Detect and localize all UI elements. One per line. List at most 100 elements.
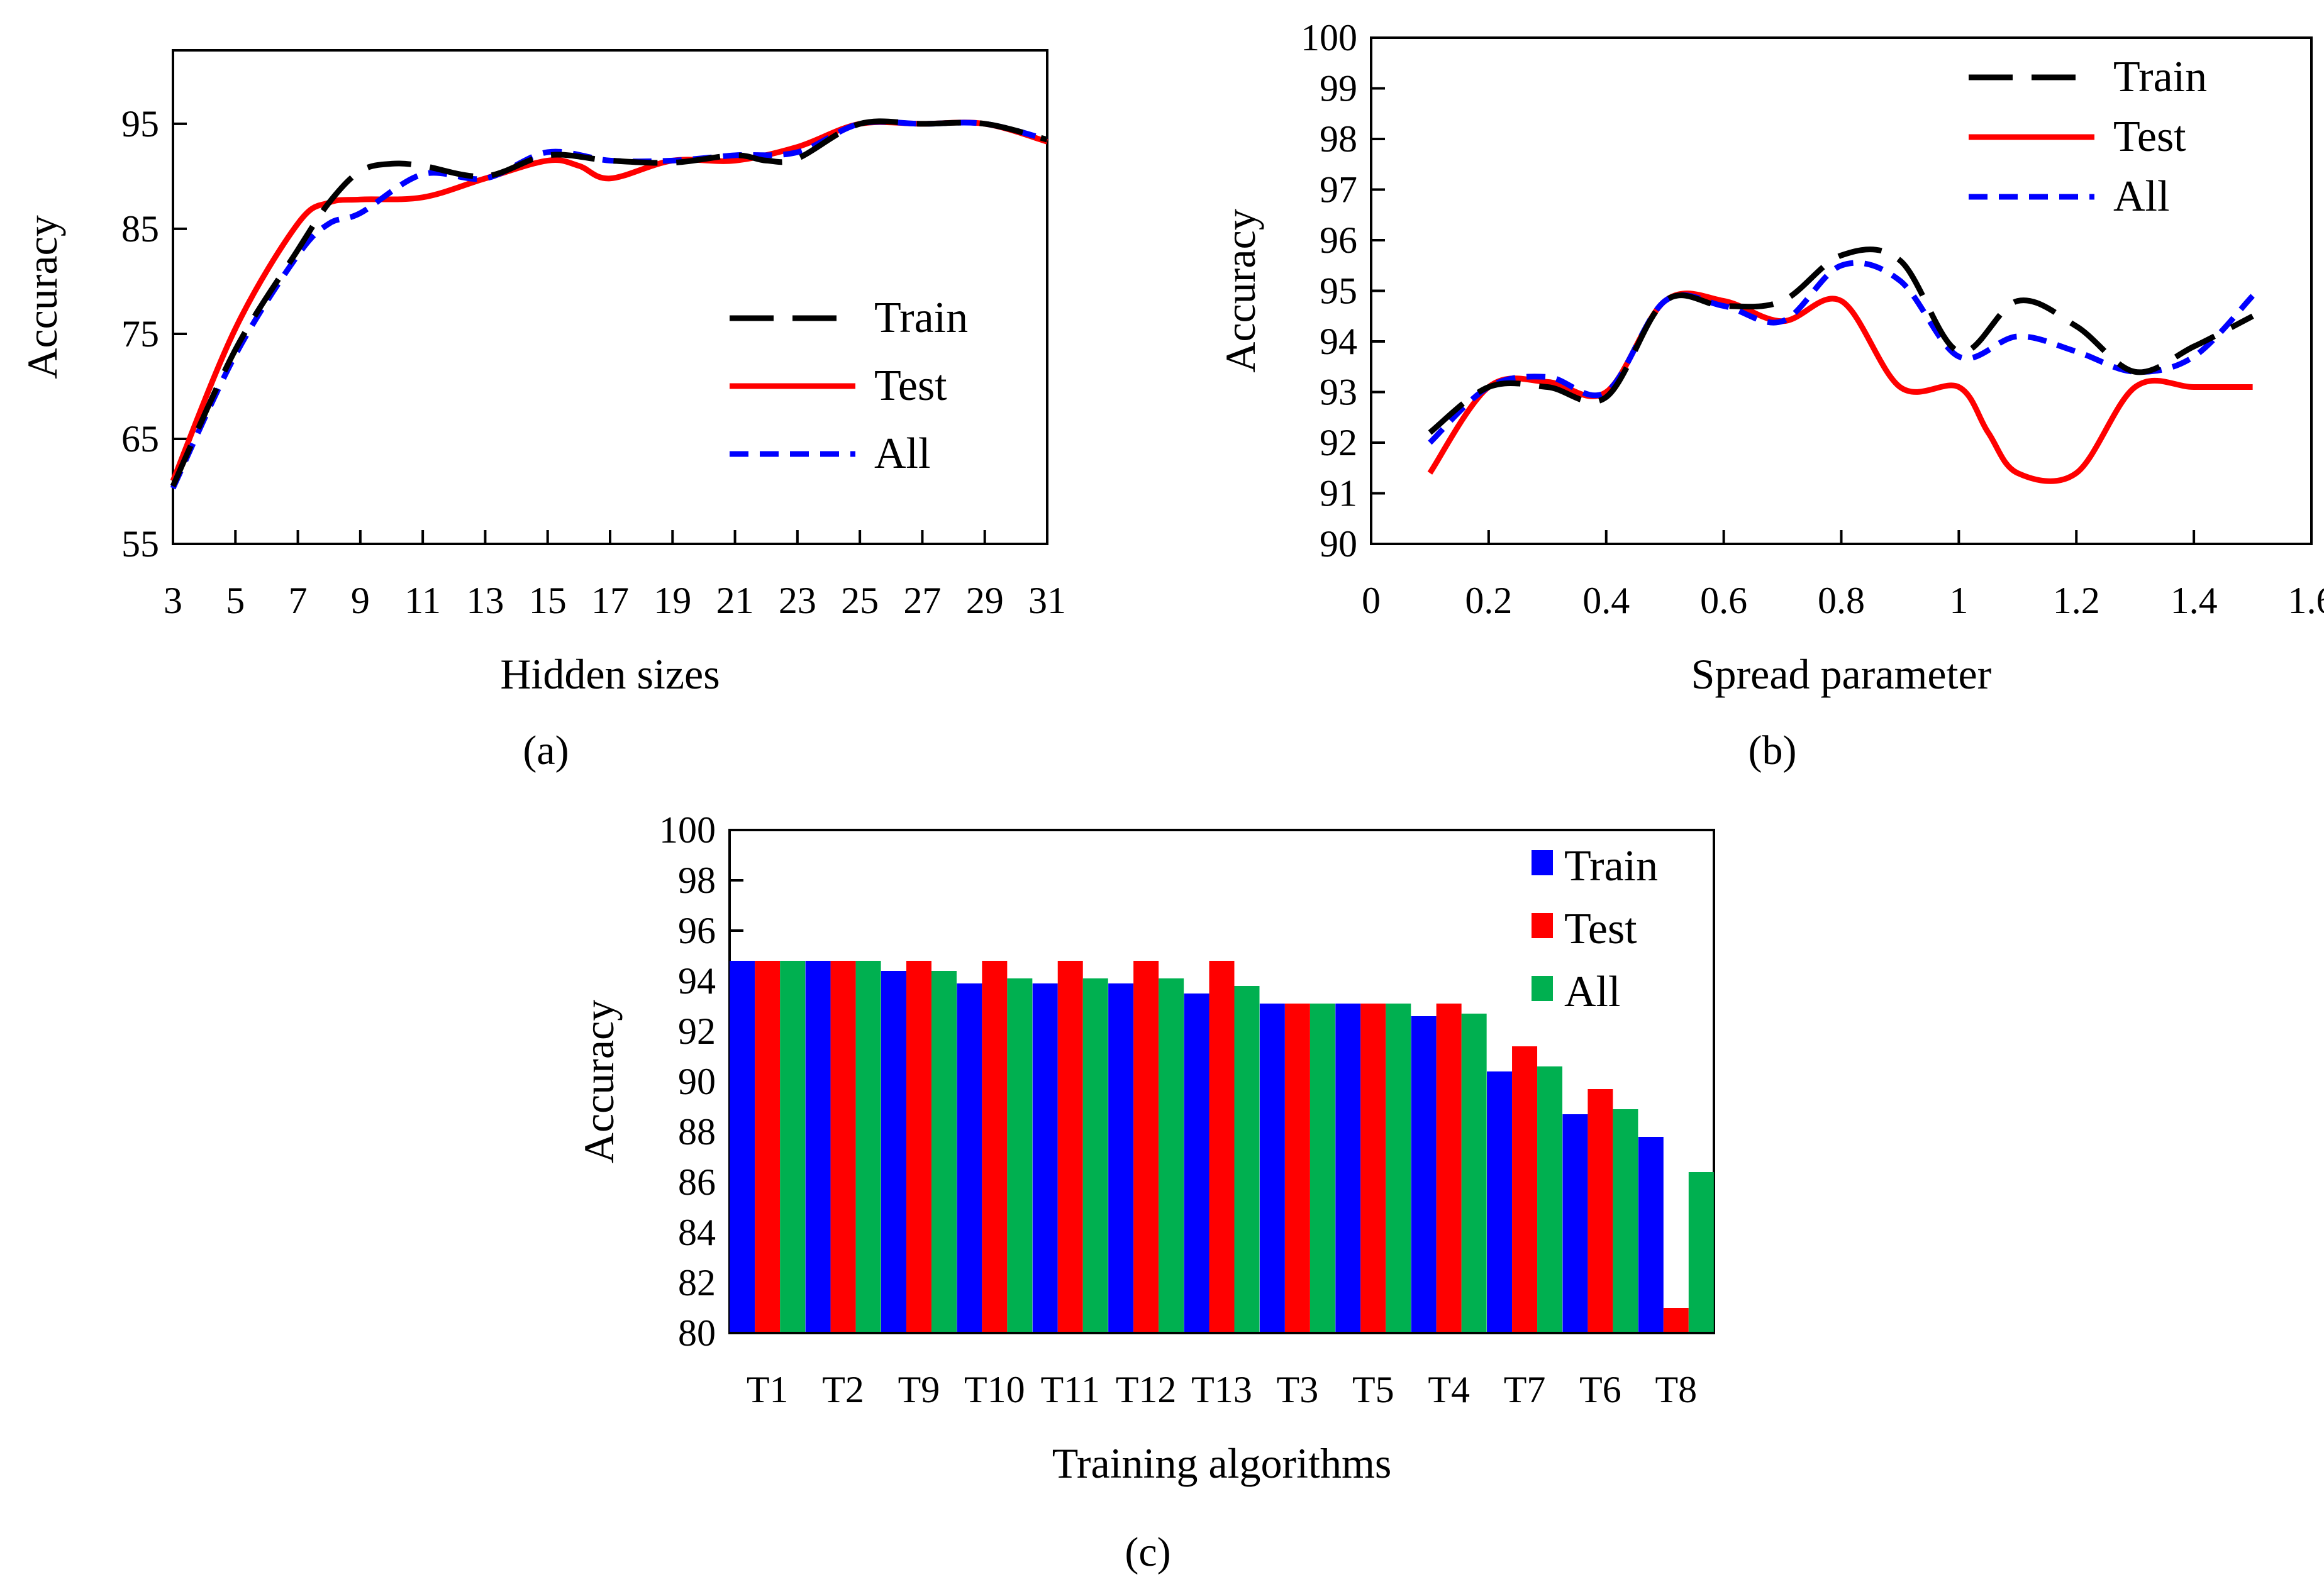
x-tick-label: T13 (1191, 1369, 1252, 1410)
x-tick-label: T2 (822, 1369, 864, 1410)
x-tick-label: T3 (1277, 1369, 1319, 1410)
y-tick-label: 96 (1320, 219, 1357, 261)
y-tick-label: 85 (121, 208, 159, 250)
y-tick-label: 90 (1320, 523, 1357, 565)
y-axis-title: Accuracy (18, 215, 66, 379)
x-tick-label: 17 (591, 580, 629, 621)
x-tick-label: T6 (1579, 1369, 1621, 1410)
bar-test-T5 (1360, 1004, 1386, 1333)
x-tick-label: T11 (1041, 1369, 1100, 1410)
legend-label-all: All (874, 429, 930, 478)
y-tick-label: 99 (1320, 68, 1357, 109)
y-tick-label: 92 (678, 1010, 716, 1052)
x-tick-label: 13 (466, 580, 504, 621)
y-tick-label: 84 (678, 1212, 716, 1253)
bar-train-T6 (1562, 1114, 1588, 1333)
x-tick-label: 27 (903, 580, 941, 621)
x-tick-label: 31 (1028, 580, 1066, 621)
bar-train-T12 (1108, 983, 1134, 1333)
x-tick-label: 11 (404, 580, 441, 621)
bar-test-T12 (1133, 961, 1159, 1333)
y-tick-label: 92 (1320, 422, 1357, 463)
y-tick-label: 95 (1320, 270, 1357, 312)
x-tick-label: T9 (898, 1369, 940, 1410)
y-tick-label: 93 (1320, 372, 1357, 413)
x-tick-label: T12 (1116, 1369, 1177, 1410)
x-tick-label: 21 (716, 580, 754, 621)
series-line-all (1428, 260, 2255, 445)
x-axis-title: Hidden sizes (500, 650, 720, 698)
bar-test-T9 (906, 961, 931, 1333)
x-tick-label: 9 (351, 580, 370, 621)
y-tick-label: 88 (678, 1111, 716, 1153)
bar-train-T2 (805, 961, 831, 1333)
x-tick-label: 1.4 (2171, 580, 2218, 621)
legend-label-test: Test (2113, 113, 2186, 161)
x-tick-label: 1.6 (2288, 580, 2324, 621)
y-axis-title: Accuracy (1216, 209, 1264, 372)
x-tick-label: 0.6 (1700, 580, 1747, 621)
bar-train-T5 (1335, 1004, 1361, 1333)
bar-test-T7 (1512, 1046, 1538, 1333)
bar-test-T3 (1284, 1004, 1310, 1333)
bar-test-T8 (1663, 1308, 1689, 1333)
y-axis-title: Accuracy (575, 1000, 623, 1163)
bar-train-T9 (881, 971, 906, 1333)
chart-a: 55 65 75 85 95 Accuracy Hidden sizes (a) 3 5 7 9 11 1… (18, 49, 1066, 773)
x-tick-label: 3 (164, 580, 182, 621)
x-tick-label: 7 (289, 580, 308, 621)
x-tick-label: T5 (1352, 1369, 1394, 1410)
bar-test-T4 (1436, 1004, 1462, 1333)
bar-all-T13 (1234, 986, 1260, 1333)
y-tick-label: 82 (678, 1262, 716, 1303)
bar-test-T10 (982, 961, 1008, 1333)
panel-caption: (b) (1749, 728, 1797, 773)
x-tick-label: 29 (966, 580, 1004, 621)
y-tick-label: 75 (121, 313, 159, 355)
bar-train-T8 (1638, 1137, 1664, 1333)
legend-label-train: Train (874, 294, 968, 342)
x-tick-label: 0.4 (1582, 580, 1630, 621)
x-tick-label: T10 (964, 1369, 1025, 1410)
series-line-test (1427, 291, 2253, 484)
x-tick-label: T8 (1655, 1369, 1697, 1410)
series-line-train (170, 118, 1048, 487)
bar-train-T10 (957, 983, 982, 1333)
y-tick-label: 94 (1320, 321, 1357, 362)
chart-b: 90 91 92 93 94 95 96 97 98 99 100 Accuracy Spread pa… (1216, 17, 2324, 773)
bar-test-T11 (1057, 961, 1083, 1333)
y-tick-label: 91 (1320, 473, 1357, 514)
legend-label-test: Test (1564, 905, 1637, 953)
bar-train-T1 (730, 961, 755, 1333)
bar-test-T2 (830, 961, 856, 1333)
panel-caption: (c) (1125, 1529, 1170, 1575)
legend: Train Test All (1969, 53, 2207, 221)
legend: Train Test All (1532, 842, 1658, 1016)
x-tick-label: T7 (1504, 1369, 1546, 1410)
x-tick-label: 0 (1362, 580, 1381, 621)
y-tick-label: 94 (678, 960, 716, 1002)
bar-all-T8 (1688, 1172, 1714, 1333)
bar-all-T2 (855, 961, 881, 1333)
legend-label-all: All (1564, 968, 1620, 1016)
x-axis-title: Training algorithms (1052, 1439, 1392, 1487)
x-tick-label: 0.2 (1465, 580, 1512, 621)
x-tick-label: 25 (841, 580, 879, 621)
x-tick-label: T1 (747, 1369, 789, 1410)
y-tick-label: 65 (121, 418, 159, 460)
x-tick-label: 0.8 (1818, 580, 1865, 621)
bar-train-T4 (1411, 1016, 1437, 1333)
x-tick-label: T4 (1428, 1369, 1470, 1410)
bar-test-T13 (1209, 961, 1235, 1333)
x-tick-label: 15 (529, 580, 567, 621)
x-tick-label: 1 (1949, 580, 1968, 621)
y-tick-label: 96 (678, 910, 716, 951)
y-tick-label: 100 (1301, 17, 1357, 58)
bar-train-T11 (1032, 983, 1058, 1333)
legend-label-train: Train (1564, 842, 1658, 890)
legend-label-test: Test (874, 362, 947, 410)
legend-label-all: All (2113, 172, 2169, 221)
bar-test-T1 (755, 961, 781, 1333)
bar-train-T7 (1487, 1071, 1513, 1333)
